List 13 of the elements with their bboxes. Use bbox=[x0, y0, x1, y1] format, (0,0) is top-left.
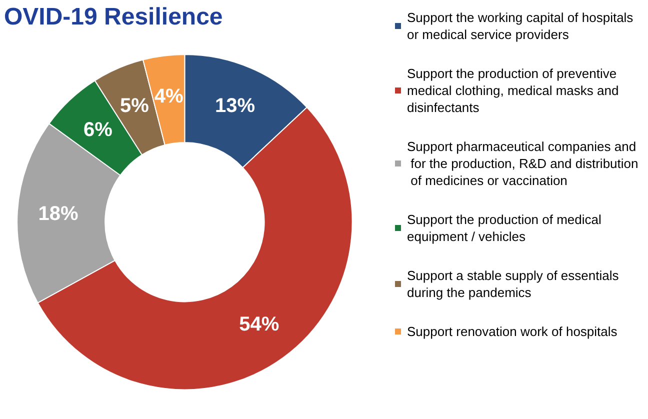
data-label: 5% bbox=[120, 94, 150, 117]
data-label: 18% bbox=[38, 203, 79, 226]
legend-label: Support the working capital of hospitals or medical service providers bbox=[407, 10, 637, 42]
legend-label: Support a stable supply of essentials during the pandemics bbox=[407, 268, 622, 300]
chart-title: OVID-19 Resilience bbox=[4, 4, 223, 30]
legend-label: Support the production of medical equipment / vehicles bbox=[407, 212, 606, 244]
data-label: 54% bbox=[239, 313, 280, 336]
legend-label: Support renovation work of hospitals bbox=[407, 324, 618, 339]
legend-label: Support pharmaceutical companies and for the production, R&D and distribution of medicines or vaccination bbox=[407, 139, 638, 188]
data-label: 13% bbox=[214, 94, 256, 117]
data-label: 4% bbox=[154, 85, 184, 108]
data-label: 6% bbox=[84, 118, 113, 141]
legend-label: Support the production of preventive medical clothing, medical masks and disinfectants bbox=[407, 66, 622, 115]
